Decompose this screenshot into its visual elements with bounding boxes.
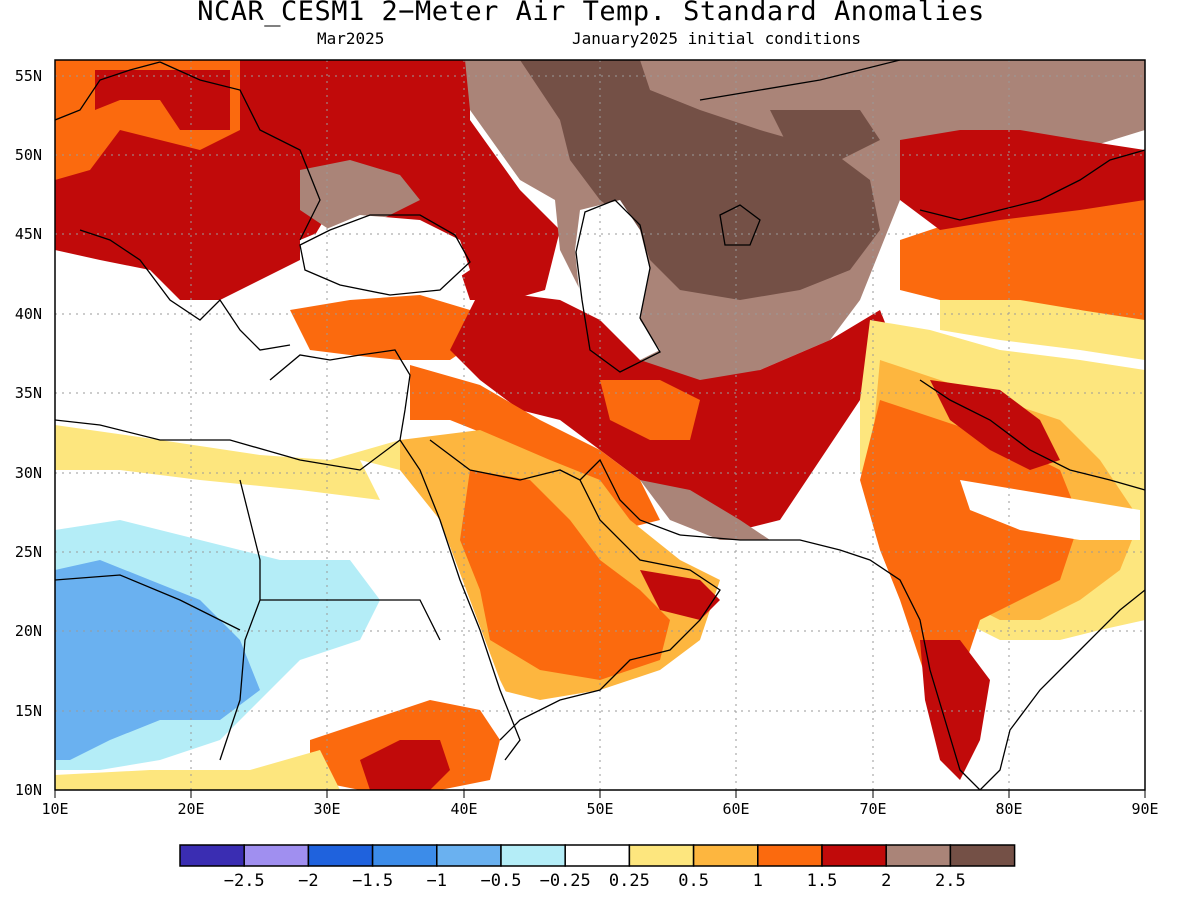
y-tick-35n: 35N	[15, 384, 42, 402]
colorbar-label-1: −2	[298, 871, 318, 891]
colorbar-swatch-4	[436, 844, 502, 867]
north-africa-yellow	[55, 425, 410, 500]
india-orange	[860, 400, 1080, 720]
y-tick-45n: 45N	[15, 225, 42, 243]
y-tick-10n: 10N	[15, 781, 42, 799]
y-tick-55n: 55N	[15, 67, 42, 85]
y-tick-40n: 40N	[15, 305, 42, 323]
colorbar-swatch-6	[564, 844, 631, 867]
x-tick-80e: 80E	[995, 800, 1022, 818]
tibet-yellow	[940, 300, 1145, 360]
colorbar-swatch-9	[757, 844, 823, 867]
colorbar-swatch-5	[500, 844, 566, 867]
arabia-red-patch	[640, 570, 720, 620]
colorbar-swatch-0	[179, 844, 245, 867]
colorbar-label-8: 1	[753, 871, 763, 891]
colorbar-swatch-2	[307, 844, 374, 867]
himalaya-white	[960, 480, 1140, 540]
y-tick-20n: 20N	[15, 622, 42, 640]
y-tick-15n: 15N	[15, 702, 42, 720]
colorbar: −2.5 −2 −1.5 −1 −0.5 −0.25 0.25 0.5 1 1.5 2 2.5	[179, 844, 1016, 891]
x-tick-70e: 70E	[859, 800, 886, 818]
sahel-yellow	[55, 750, 340, 790]
x-tick-20e: 20E	[177, 800, 204, 818]
colorbar-label-9: 1.5	[807, 871, 838, 891]
x-tick-40e: 40E	[450, 800, 477, 818]
colorbar-swatch-3	[371, 844, 438, 867]
y-tick-30n: 30N	[15, 464, 42, 482]
x-tick-60e: 60E	[722, 800, 749, 818]
axis-ticks	[54, 790, 1146, 798]
iraq-orange-core	[600, 380, 700, 440]
sahara-mid-blue	[55, 560, 260, 760]
ethiopia-red	[360, 740, 450, 790]
turkey-orange	[290, 295, 480, 360]
kazakhstan-brown-dark-2	[770, 110, 880, 160]
colorbar-label-6: 0.25	[609, 871, 650, 891]
x-tick-30e: 30E	[313, 800, 340, 818]
colorbar-label-5: −0.25	[540, 871, 591, 891]
colorbar-label-3: −1	[427, 871, 447, 891]
south-india-red	[920, 640, 990, 780]
colorbar-label-4: −0.5	[481, 871, 522, 891]
lat-lon-grid	[55, 60, 1145, 790]
colorbar-swatch-1	[243, 844, 310, 867]
x-tick-10e: 10E	[41, 800, 68, 818]
ukraine-brown	[300, 160, 420, 230]
x-tick-90e: 90E	[1131, 800, 1158, 818]
coastlines	[55, 60, 1145, 790]
europe-red-core	[95, 70, 230, 130]
mongolia-red	[900, 130, 1145, 230]
y-tick-50n: 50N	[15, 146, 42, 164]
x-tick-50e: 50E	[586, 800, 613, 818]
initial-conditions-label: January2025 initial conditions	[572, 29, 861, 48]
colorbar-swatch-11	[885, 844, 952, 867]
page-title: NCAR_CESM1 2−Meter Air Temp. Standard An…	[197, 0, 985, 27]
china-orange	[900, 170, 1145, 330]
colorbar-swatch-7	[628, 844, 695, 867]
colorbar-label-0: −2.5	[224, 871, 265, 891]
arabia-orange	[460, 470, 670, 680]
iran-brown-patch	[640, 480, 770, 540]
forecast-month: Mar2025	[317, 29, 385, 48]
colorbar-swatch-12	[949, 844, 1016, 867]
colorbar-label-2: −1.5	[352, 871, 393, 891]
colorbar-label-7: 0.5	[678, 871, 709, 891]
colorbar-label-11: 2.5	[935, 871, 966, 891]
y-tick-25n: 25N	[15, 543, 42, 561]
colorbar-swatch-8	[692, 844, 759, 867]
colorbar-label-10: 2	[881, 871, 891, 891]
central-asia-brown-dark	[520, 60, 880, 300]
red-sea-white	[360, 460, 520, 760]
colorbar-swatch-10	[821, 844, 887, 867]
